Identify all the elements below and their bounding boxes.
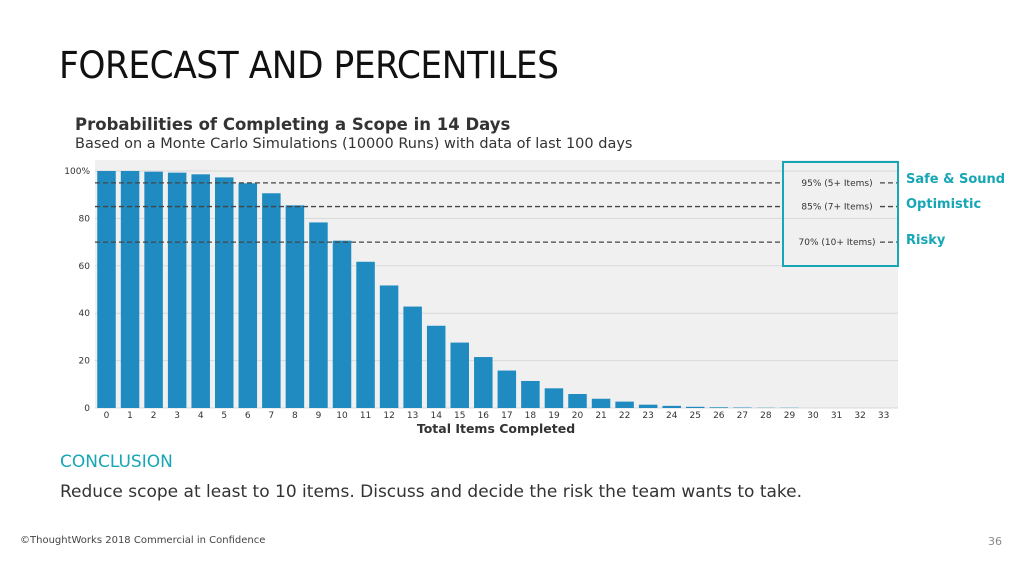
bar-23 (638, 404, 658, 408)
x-tick-label: 17 (501, 411, 512, 421)
bar-1 (120, 171, 140, 408)
slide-title: FORECAST AND PERCENTILES (59, 44, 559, 87)
x-tick-label: 27 (737, 411, 748, 421)
risk-category-label: Optimistic (906, 197, 981, 212)
x-tick-label: 5 (221, 411, 227, 421)
x-tick-label: 20 (572, 411, 584, 421)
y-tick-label: 100% (64, 167, 90, 177)
x-tick-label: 29 (784, 411, 796, 421)
bar-19 (544, 388, 564, 408)
bar-13 (403, 306, 422, 408)
bar-3 (167, 172, 187, 408)
bar-5 (215, 177, 234, 408)
x-tick-label: 15 (454, 411, 465, 421)
bar-18 (521, 380, 540, 408)
bar-14 (426, 325, 446, 408)
x-tick-label: 12 (383, 411, 394, 421)
x-tick-label: 9 (316, 411, 322, 421)
x-tick-label: 13 (407, 411, 418, 421)
bar-15 (450, 342, 469, 408)
reference-lines-layer: 95% (5+ Items) 85% (7+ Items) 70% (10+ Ite… (95, 179, 898, 248)
bar-0 (97, 171, 116, 408)
x-tick-label: 8 (292, 411, 298, 421)
bar-24 (662, 405, 681, 408)
bar-26 (709, 407, 729, 408)
bar-22 (615, 401, 634, 408)
x-tick-label: 24 (666, 411, 678, 421)
x-tick-label: 11 (360, 411, 371, 421)
x-tick-label: 32 (854, 411, 865, 421)
risk-category-labels: Safe & Sound Optimistic Risky (906, 172, 1005, 248)
bar-20 (568, 394, 587, 408)
bar-12 (379, 285, 399, 408)
reference-line-label: 85% (7+ Items) (801, 203, 872, 213)
y-tick-label: 20 (79, 357, 91, 367)
x-tick-label: 6 (245, 411, 251, 421)
bar-17 (497, 370, 517, 408)
x-tick-label: 26 (713, 411, 725, 421)
page-number: 36 (988, 535, 1002, 548)
bars-layer (97, 171, 799, 408)
x-axis-label: Total Items Completed (417, 421, 575, 436)
x-tick-label: 0 (104, 411, 110, 421)
bar-6 (238, 183, 258, 408)
chart-subtitle: Based on a Monte Carlo Simulations (1000… (75, 136, 632, 152)
bar-11 (356, 261, 375, 408)
x-tick-label: 4 (198, 411, 204, 421)
x-tick-label: 31 (831, 411, 842, 421)
x-tick-label: 21 (595, 411, 606, 421)
x-tick-label: 1 (127, 411, 133, 421)
x-tick-label: 25 (690, 411, 701, 421)
x-tick-label: 10 (336, 411, 348, 421)
y-tick-label: 40 (79, 309, 91, 319)
x-tick-label: 2 (151, 411, 157, 421)
chart-title: Probabilities of Completing a Scope in 1… (75, 115, 511, 134)
x-tick-label: 28 (760, 411, 772, 421)
y-tick-label: 0 (84, 404, 90, 414)
x-tick-label: 3 (174, 411, 180, 421)
bar-8 (285, 205, 305, 408)
y-tick-label: 80 (79, 214, 91, 224)
bar-25 (686, 406, 705, 408)
risk-category-label: Risky (906, 233, 946, 248)
bar-9 (309, 222, 328, 408)
x-tick-label: 30 (807, 411, 819, 421)
x-tick-label: 19 (548, 411, 560, 421)
x-tick-label: 14 (430, 411, 442, 421)
y-tick-label: 60 (79, 262, 91, 272)
bar-7 (262, 193, 281, 408)
x-tick-label: 18 (525, 411, 537, 421)
bar-4 (191, 174, 210, 408)
conclusion-heading: CONCLUSION (60, 452, 173, 472)
bar-2 (144, 171, 163, 408)
bar-21 (591, 398, 611, 408)
y-tick-labels: 0 20 40 60 80 100% (64, 167, 90, 414)
reference-line-label: 95% (5+ Items) (801, 179, 872, 189)
x-tick-label: 22 (619, 411, 630, 421)
x-tick-label: 7 (268, 411, 274, 421)
risk-category-label: Safe & Sound (906, 172, 1005, 187)
x-tick-label: 33 (878, 411, 889, 421)
x-tick-labels: 0 1 2 3 4 5 6 7 8 9 10 11 12 13 14 15 16 17 18 19 20 21 22 23 24… (104, 411, 890, 421)
reference-line-label: 70% (10+ Items) (799, 238, 876, 248)
x-tick-label: 16 (478, 411, 490, 421)
bar-16 (474, 357, 493, 408)
percentile-highlight-box (782, 161, 899, 267)
bar-10 (332, 240, 352, 408)
x-tick-label: 23 (642, 411, 653, 421)
footer-copyright: ©ThoughtWorks 2018 Commercial in Confide… (20, 535, 266, 546)
conclusion-text: Reduce scope at least to 10 items. Discu… (60, 482, 803, 502)
percentile-bar-chart: Probabilities of Completing a Scope in 1… (64, 115, 1005, 436)
